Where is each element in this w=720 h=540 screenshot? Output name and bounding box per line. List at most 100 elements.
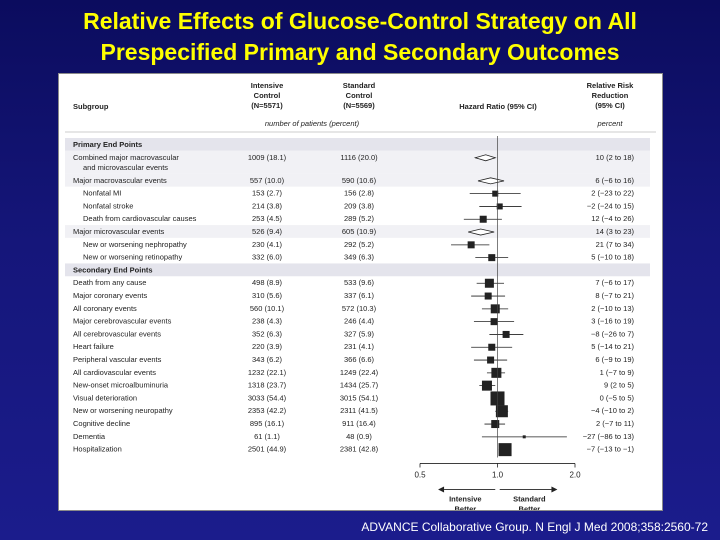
- intensive-value: 1009 (18.1): [248, 153, 287, 162]
- row-label: Dementia: [73, 432, 106, 441]
- row-label: Major macrovascular events: [73, 176, 167, 185]
- estimate-marker: [484, 292, 492, 300]
- estimate-marker: [495, 405, 508, 418]
- rrr-value: −27 (−86 to 13): [583, 432, 635, 441]
- standard-value: 327 (5.9): [344, 329, 375, 338]
- rrr-value: 8 (−7 to 21): [595, 291, 634, 300]
- standard-value: 246 (4.4): [344, 317, 375, 326]
- row-label: New-onset microalbuminuria: [73, 381, 169, 390]
- rrr-value: −2 (−24 to 15): [587, 201, 635, 210]
- standard-value: 48 (0.9): [346, 432, 372, 441]
- intensive-value: 153 (2.7): [252, 189, 283, 198]
- header-standard: Control: [346, 91, 373, 100]
- row-label: All cardiovascular events: [73, 368, 156, 377]
- row-label: Visual deterioration: [73, 393, 137, 402]
- rrr-value: 3 (−16 to 19): [591, 317, 634, 326]
- intensive-value: 1318 (23.7): [248, 381, 287, 390]
- header-percent-note: percent: [596, 119, 623, 128]
- estimate-marker: [490, 318, 498, 326]
- rrr-value: −7 (−13 to −1): [587, 445, 635, 454]
- intensive-value: 498 (8.9): [252, 278, 283, 287]
- section-heading: Secondary End Points: [73, 265, 153, 274]
- section-band: [65, 138, 650, 151]
- estimate-marker: [481, 380, 492, 391]
- section-heading: Primary End Points: [73, 140, 142, 149]
- row-label: Death from any cause: [73, 278, 146, 287]
- row-label: Combined major macrovascular: [73, 153, 179, 162]
- row-band: [65, 225, 650, 238]
- row-label: All coronary events: [73, 304, 137, 313]
- x-tick-label: 2.0: [569, 470, 581, 479]
- standard-value: 292 (5.2): [344, 240, 375, 249]
- estimate-diamond: [468, 228, 495, 236]
- estimate-marker: [522, 435, 526, 439]
- row-label: Major cerebrovascular events: [73, 317, 172, 326]
- estimate-marker: [488, 254, 496, 262]
- row-label: Major coronary events: [73, 291, 147, 300]
- row-label-continued: and microvascular events: [83, 163, 168, 172]
- header-standard: (N=5569): [343, 101, 375, 110]
- row-label: New or worsening retinopathy: [83, 253, 182, 262]
- header-rrr: Relative Risk: [587, 81, 635, 90]
- rrr-value: −8 (−26 to 7): [591, 329, 634, 338]
- intensive-value: 332 (6.0): [252, 253, 283, 262]
- header-intensive: Control: [254, 91, 281, 100]
- row-band: [65, 150, 650, 174]
- standard-value: 911 (16.4): [342, 419, 376, 428]
- intensive-value: 2353 (42.2): [248, 406, 287, 415]
- header-patients-note: number of patients (percent): [265, 119, 360, 128]
- intensive-value: 2501 (44.9): [248, 445, 287, 454]
- rrr-value: −4 (−10 to 2): [591, 406, 634, 415]
- estimate-marker: [484, 278, 494, 288]
- row-label: Nonfatal MI: [83, 189, 121, 198]
- standard-value: 366 (6.6): [344, 355, 375, 364]
- intensive-value: 238 (4.3): [252, 317, 283, 326]
- standard-value: 605 (10.9): [342, 227, 377, 236]
- header-standard: Standard: [343, 81, 376, 90]
- estimate-marker: [492, 190, 499, 197]
- forest-plot-panel: Subgroup Intensive Control (N=5571) Standard…: [58, 73, 663, 511]
- standard-value: 2381 (42.8): [340, 445, 379, 454]
- favor-right-label: Better: [519, 504, 541, 510]
- estimate-marker: [490, 304, 500, 314]
- rrr-value: 5 (−10 to 18): [591, 253, 634, 262]
- favor-left-label: Intensive: [449, 494, 482, 503]
- estimate-marker: [496, 203, 503, 210]
- standard-value: 349 (6.3): [344, 253, 375, 262]
- row-band: [65, 173, 650, 187]
- standard-value: 590 (10.6): [342, 176, 377, 185]
- header-intensive: Intensive: [251, 81, 284, 90]
- rrr-value: 2 (−23 to 22): [591, 189, 634, 198]
- standard-value: 337 (6.1): [344, 291, 375, 300]
- header-subgroup: Subgroup: [73, 102, 109, 111]
- x-tick-label: 0.5: [414, 470, 426, 479]
- intensive-value: 61 (1.1): [254, 432, 280, 441]
- rrr-value: 2 (−7 to 11): [596, 419, 635, 428]
- intensive-value: 560 (10.1): [250, 304, 285, 313]
- section-band: [65, 263, 650, 277]
- rrr-value: 9 (2 to 5): [604, 381, 635, 390]
- row-label: Heart failure: [73, 342, 114, 351]
- row-label: Nonfatal stroke: [83, 201, 133, 210]
- rrr-value: 6 (−9 to 19): [595, 355, 634, 364]
- rrr-value: 12 (−4 to 26): [591, 214, 634, 223]
- title-line-1: Relative Effects of Glucose-Control Stra…: [83, 8, 637, 34]
- standard-value: 231 (4.1): [344, 342, 375, 351]
- standard-value: 3015 (54.1): [340, 393, 379, 402]
- estimate-marker: [491, 367, 502, 378]
- estimate-marker: [502, 330, 510, 338]
- favor-left-label: Better: [454, 504, 476, 510]
- header-hazard-ratio: Hazard Ratio (95% CI): [459, 102, 537, 111]
- estimate-marker: [467, 241, 475, 249]
- row-label: Hospitalization: [73, 445, 122, 454]
- header-rrr: Reduction: [592, 91, 629, 100]
- row-label: Death from cardiovascular causes: [83, 214, 197, 223]
- intensive-value: 557 (10.0): [250, 176, 285, 185]
- intensive-value: 352 (6.3): [252, 329, 283, 338]
- row-label: Major microvascular events: [73, 227, 165, 236]
- forest-plot: SubgroupIntensiveControl(N=5571)Standard…: [65, 81, 656, 510]
- slide-title: Relative Effects of Glucose-Control Stra…: [0, 6, 720, 68]
- rrr-value: 0 (−5 to 5): [600, 393, 635, 402]
- standard-value: 1116 (20.0): [340, 153, 378, 162]
- rrr-value: 10 (2 to 18): [596, 153, 635, 162]
